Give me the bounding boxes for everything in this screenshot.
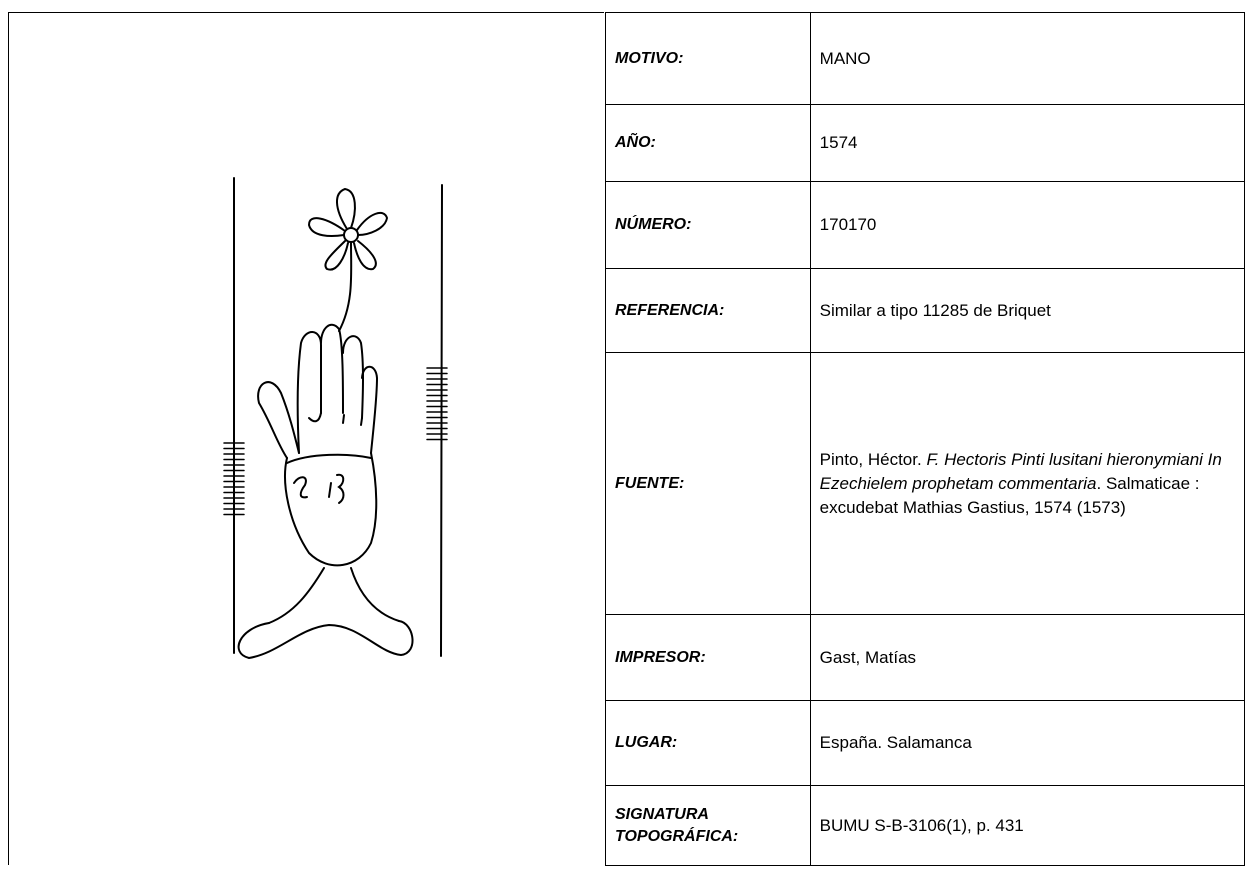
table-row: FUENTE: Pinto, Héctor. F. Hectoris Pinti …	[605, 352, 1246, 615]
field-value: Similar a tipo 11285 de Briquet	[809, 268, 1246, 353]
field-value: Pinto, Héctor. F. Hectoris Pinti lusitan…	[809, 352, 1246, 615]
data-table: MOTIVO: MANO AÑO: 1574 NÚMERO: 170170 REFERENC…	[605, 12, 1246, 866]
sheet: MOTIVO: MANO AÑO: 1574 NÚMERO: 170170 REFERENC…	[8, 12, 1246, 866]
field-value: Gast, Matías	[809, 614, 1246, 701]
watermark-cell	[8, 12, 604, 865]
watermark-drawing	[223, 177, 448, 660]
field-value: MANO	[809, 12, 1246, 105]
table-row: LUGAR: España. Salamanca	[605, 700, 1246, 786]
field-label: NÚMERO:	[605, 181, 811, 269]
field-label: AÑO:	[605, 104, 811, 182]
value-text: . Salmaticae : excudebat Mathias Gastius…	[819, 473, 1200, 517]
field-label: LUGAR:	[605, 700, 811, 786]
table-row: REFERENCIA: Similar a tipo 11285 de Briqu…	[605, 268, 1246, 353]
table-row: NÚMERO: 170170	[605, 181, 1246, 269]
value-text: BUMU S-B-3106(1), p. 431	[819, 815, 1024, 835]
field-value: España. Salamanca	[809, 700, 1246, 786]
value-text: Gast, Matías	[819, 647, 917, 667]
field-label: FUENTE:	[605, 352, 811, 615]
value-text: España. Salamanca	[819, 733, 972, 752]
table-row: MOTIVO: MANO	[605, 12, 1246, 105]
field-value: BUMU S-B-3106(1), p. 431	[809, 785, 1246, 866]
value-text: MANO	[819, 48, 871, 68]
field-label: REFERENCIA:	[605, 268, 811, 353]
value-text: 1574	[819, 133, 858, 152]
value-text: Similar a tipo 11285 de Briquet	[819, 300, 1051, 320]
table-row: AÑO: 1574	[605, 104, 1246, 182]
field-value: 1574	[809, 104, 1246, 182]
table-row: SIGNATURA TOPOGRÁFICA: BUMU S-B-3106(1), …	[605, 785, 1246, 866]
value-text: F. Hectoris Pinti lusitani hieronymiani …	[819, 449, 1222, 493]
field-label: SIGNATURA TOPOGRÁFICA:	[605, 785, 811, 866]
field-value: 170170	[809, 181, 1246, 269]
table-row: IMPRESOR: Gast, Matías	[605, 614, 1246, 701]
value-text: Pinto, Héctor.	[819, 449, 927, 469]
field-label: IMPRESOR:	[605, 614, 811, 701]
value-text: 170170	[819, 215, 877, 234]
field-label: MOTIVO:	[605, 12, 811, 105]
